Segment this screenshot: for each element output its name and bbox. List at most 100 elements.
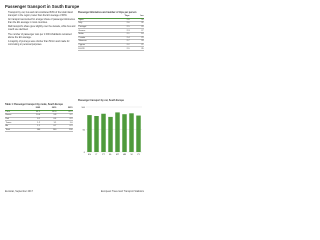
cell: 27 [130, 28, 144, 33]
cell: Greece [78, 28, 110, 33]
header-cell: km [130, 15, 144, 19]
header-cell: 2015 [56, 107, 73, 111]
cell: 6.1 [24, 117, 41, 122]
cell: 81.2 [24, 110, 41, 115]
cell: Trams [5, 120, 25, 125]
bullet: Air transport accounted for a larger sha… [8, 19, 76, 25]
cell: 1.0 [56, 120, 73, 125]
page: Passenger transport in South Europe Tran… [0, 0, 149, 198]
cell: Slovenia [78, 39, 110, 44]
bullet: A majority of journeys were shorter than… [8, 41, 76, 47]
table-row: Portugal 2.5 29 [78, 25, 144, 30]
table: 2005 2010 2015 Cars 81.2 82.0 82.5 Buses 10.4 9.8… [5, 107, 73, 133]
table-header: Trips km [78, 15, 144, 19]
table-row: Rail 6.1 6.4 6.9 [5, 117, 73, 122]
table-row: Spain 2.8 34 [78, 18, 144, 23]
cell: 18 [130, 32, 144, 37]
table-row: Buses 10.4 9.8 9.1 [5, 113, 73, 118]
cell: 6.9 [56, 117, 73, 122]
cell: Rail [5, 117, 25, 122]
cell: Portugal [78, 25, 110, 30]
cell: Total [5, 128, 25, 133]
y-tick-label: 0 [84, 152, 86, 154]
cell: Croatia [78, 36, 110, 41]
x-tick-label: HR [123, 154, 127, 156]
footer-left: Eurostat, September 2017 [5, 190, 33, 193]
cell: 2.8 [109, 18, 131, 23]
cell: 82.5 [56, 110, 73, 115]
bar [87, 115, 92, 152]
chart: 0 50 100 ES IT PT EL MT HR SI CY [81, 107, 142, 156]
table-row: Italy 2.6 31 [78, 21, 144, 26]
cell: 29 [130, 25, 144, 30]
bullet: Transport by car, bus and rail constitut… [8, 12, 76, 18]
cell: 2.6 [109, 21, 131, 26]
cell: Spain [78, 18, 110, 23]
cell: Malta [78, 32, 110, 37]
x-tick-label: EL [109, 154, 112, 156]
cell: 31 [130, 21, 144, 26]
x-tick-label: SI [130, 154, 132, 156]
cell: 2.9 [109, 46, 131, 51]
bar [136, 115, 141, 152]
table-row: Cyprus 2.2 21 [78, 43, 144, 48]
x-tick-label: IT [96, 154, 99, 156]
left-table: Table 1: Passenger transport by mode, So… [5, 104, 73, 133]
cell: 9.8 [40, 113, 57, 118]
table-row: EU-28 2.9 35 [78, 46, 144, 51]
y-tick-label: 50 [83, 129, 86, 131]
cell: 9.1 [56, 113, 73, 118]
header-cell: 2010 [40, 107, 57, 111]
table-row: Trams 1.2 1.1 1.0 [5, 120, 73, 125]
cell: 100 [56, 128, 73, 133]
cell: 0.5 [56, 124, 73, 129]
table-row: Malta 2.1 18 [78, 32, 144, 37]
cell: 10.4 [24, 113, 41, 118]
cell: 25 [130, 36, 144, 41]
cell: 2.1 [109, 32, 131, 37]
cell: Cars [5, 110, 25, 115]
cell: 2.7 [109, 39, 131, 44]
bullet-list: Transport by car, bus and rail constitut… [5, 12, 76, 48]
cell: 2.2 [109, 43, 131, 48]
table: Trips km Spain 2.8 34 Italy 2.6 31 Portugal 2.5 29… [78, 15, 144, 51]
bar [108, 116, 113, 152]
x-tick-label: ES [88, 154, 91, 156]
table-row: Total 100 100 100 [5, 128, 73, 133]
cell: 82.0 [40, 110, 57, 115]
table-row: Slovenia 2.7 33 [78, 39, 144, 44]
x-tick-label: PT [102, 154, 105, 156]
cell: 2.4 [109, 36, 131, 41]
cell: 1.1 [40, 120, 57, 125]
cell: 33 [130, 39, 144, 44]
cell: 0.7 [40, 124, 57, 129]
cell: 6.4 [40, 117, 57, 122]
cell: Buses [5, 113, 25, 118]
bar [115, 112, 120, 152]
table-row: Air 1.1 0.7 0.5 [5, 124, 73, 129]
title: Passenger transport in South Europe [5, 4, 80, 9]
bar [94, 116, 99, 152]
right-table: Passenger kilometres and number of trips… [78, 12, 144, 51]
cell: 21 [130, 43, 144, 48]
bullet: The number of passenger cars per 1 000 i… [8, 34, 76, 40]
cell: 100 [24, 128, 41, 133]
cell: Italy [78, 21, 110, 26]
header-cell: 2005 [24, 107, 41, 111]
x-tick-label: CY [137, 154, 141, 156]
table-row: Cars 81.2 82.0 82.5 [5, 110, 73, 115]
table-row: Greece 2.3 27 [78, 28, 144, 33]
footer-right: European Travel and Transport Statistics [100, 190, 144, 193]
cell: 2.5 [109, 25, 131, 30]
y-tick-label: 100 [81, 107, 85, 109]
cell: 34 [130, 18, 144, 23]
cell: Air [5, 124, 25, 129]
cell: Cyprus [78, 43, 110, 48]
header-cell [5, 107, 25, 111]
cell: 100 [40, 128, 57, 133]
table-caption: Passenger kilometres and number of trips… [78, 12, 137, 14]
bar [129, 113, 134, 152]
chart-title: Passenger transport by car, South Europe [78, 100, 124, 102]
header-cell [78, 15, 110, 19]
header-cell: Trips [109, 15, 131, 19]
